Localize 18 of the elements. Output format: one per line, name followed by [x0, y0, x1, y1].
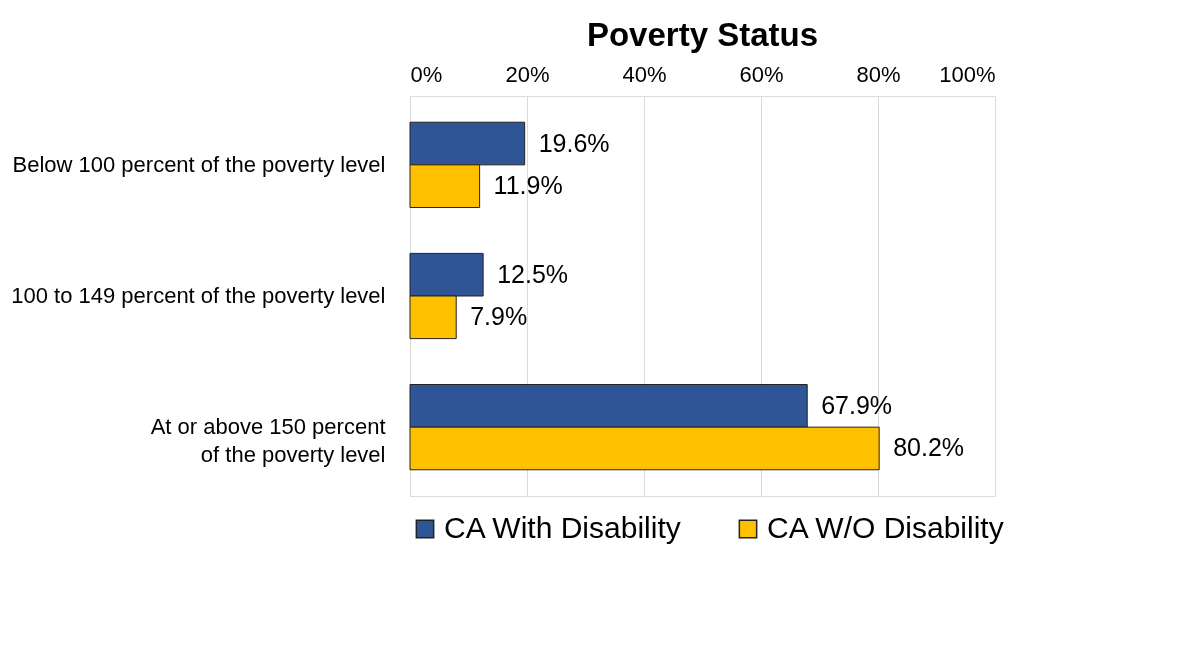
legend-label: CA With Disability [444, 511, 681, 544]
x-tick-label: 40% [622, 61, 667, 87]
x-tick-label: 80% [856, 61, 901, 87]
data-label: 67.9% [821, 390, 893, 419]
data-label: 11.9% [493, 171, 563, 200]
y-tick-label: At or above 150 percent of the poverty level [150, 414, 386, 468]
x-tick-label: 0% [410, 61, 443, 87]
y-tick-label: Below 100 percent of the poverty level [12, 151, 386, 177]
x-tick-label: 60% [739, 61, 784, 87]
legend-label: CA W/O Disability [767, 511, 1004, 544]
data-label: 19.6% [538, 128, 610, 157]
data-label: 7.9% [470, 302, 528, 331]
chart-title: Poverty Status [586, 16, 819, 53]
data-label: 12.5% [497, 259, 569, 288]
data-label: 80.2% [893, 433, 965, 462]
x-tick-label: 20% [505, 61, 550, 87]
y-tick-label: 100 to 149 percent of the poverty level [11, 283, 386, 308]
x-tick-label: 100% [939, 61, 996, 87]
